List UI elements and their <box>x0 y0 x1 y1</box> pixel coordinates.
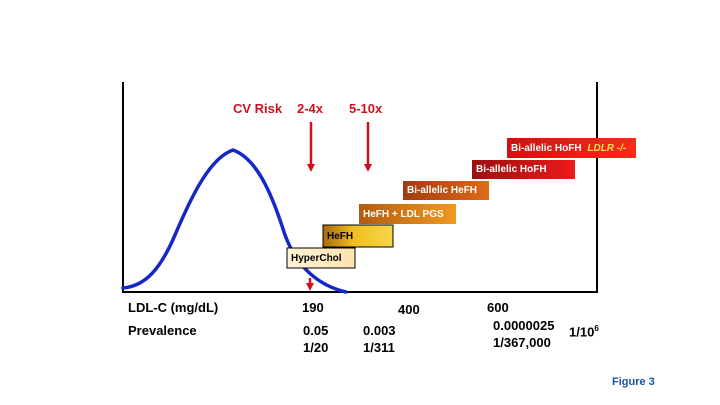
box-ldlr-suffix: LDLR -/- <box>587 142 627 154</box>
prevalence-2-fraction: 1/311 <box>363 340 395 355</box>
prevalence-190-decimal: 0.05 <box>303 323 329 338</box>
prevalence-2-decimal: 0.003 <box>363 323 396 338</box>
tick-400: 400 <box>398 302 420 317</box>
box-hefh-bg <box>322 224 394 248</box>
box-hefh: HeFH <box>327 230 354 242</box>
box-hefh-pgs: HeFH + LDL PGS <box>363 208 444 220</box>
prevalence-label: Prevalence <box>128 323 197 338</box>
prevalence-4-exp: 6 <box>594 324 599 333</box>
prevalence-190-fraction: 1/20 <box>303 340 329 355</box>
tick-600: 600 <box>487 300 509 315</box>
risk-5-10x-label: 5-10x <box>349 101 383 116</box>
box-biallelic-hofh: Bi-allelic HoFH <box>476 164 547 175</box>
figure-label: Figure 3 <box>612 376 655 388</box>
box-hefh-pgs-bg <box>359 204 456 224</box>
risk-2-4x-label: 2-4x <box>297 101 324 116</box>
box-biallelic-hefh: Bi-allelic HeFH <box>407 185 478 196</box>
tick-190: 190 <box>302 300 324 315</box>
box-biallelic-hefh-bg <box>403 181 489 200</box>
x-axis-label: LDL-C (mg/dL) <box>128 300 219 315</box>
box-ldlr-bg <box>507 138 636 158</box>
ldl-distribution-curve <box>121 148 348 294</box>
prevalence-4-base: 1/10 <box>569 324 595 340</box>
box-hyperchol-bg <box>286 247 356 269</box>
prevalence-3-decimal: 0.0000025 <box>493 318 555 333</box>
box-hyperchol: HyperChol <box>291 252 342 264</box>
prevalence-4: 1/106 <box>569 324 599 339</box>
box-ldlr-prefix: Bi-allelic HoFH <box>511 142 585 154</box>
cv-risk-label: CV Risk <box>233 101 283 116</box>
box-biallelic-hofh-bg <box>472 160 575 179</box>
box-biallelic-hofh-ldlr: Bi-allelic HoFH LDLR -/- <box>507 138 636 158</box>
prevalence-3-fraction: 1/367,000 <box>493 335 551 350</box>
